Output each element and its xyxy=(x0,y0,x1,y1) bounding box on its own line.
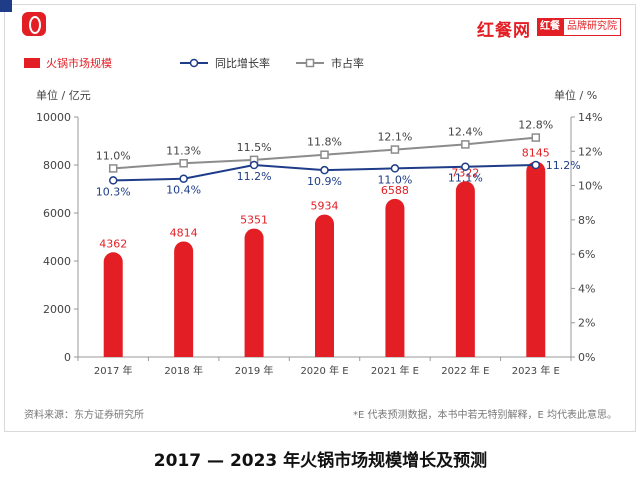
share-data-label: 11.5% xyxy=(237,141,272,154)
bar xyxy=(385,198,405,357)
legend-marker-share xyxy=(305,58,315,68)
forecast-note: *E 代表预测数据，本书中若无特别解释，E 均代表此意思。 xyxy=(353,410,617,421)
share-point xyxy=(531,133,541,142)
share-point xyxy=(179,159,188,168)
yoy-data-label: 11.2% xyxy=(237,170,272,183)
yoy-data-label: 10.4% xyxy=(166,184,201,197)
yoy-point xyxy=(531,160,541,170)
x-tick-label: 2021 年 E xyxy=(371,364,419,377)
legend-label-bar: 火锅市场规模 xyxy=(46,56,112,70)
bar xyxy=(103,252,123,357)
share-data-label: 11.3% xyxy=(166,144,201,157)
legend-marker-yoy xyxy=(189,58,199,68)
y-right-tick-label: 0% xyxy=(578,351,595,364)
y-right-tick-label: 4% xyxy=(578,282,595,295)
brand-badge-left: 红餐 xyxy=(537,18,563,36)
yoy-point xyxy=(108,176,118,185)
y-right-tick-label: 2% xyxy=(578,317,595,330)
legend-swatch-bar xyxy=(24,58,40,68)
share-point xyxy=(320,150,329,159)
brand-badge-right: 品牌研究院 xyxy=(563,18,621,36)
bar xyxy=(174,241,194,357)
share-point xyxy=(461,140,470,149)
y-left-tick-label: 4000 xyxy=(43,255,71,268)
bar-data-label: 6588 xyxy=(381,184,409,197)
bar-data-label: 5934 xyxy=(311,200,339,213)
figure-caption: 2017 — 2023 年火锅市场规模增长及预测 xyxy=(153,451,488,471)
share-point xyxy=(390,145,400,154)
yoy-data-label: 10.3% xyxy=(96,185,131,198)
legend-label-share: 市占率 xyxy=(331,56,364,70)
x-tick-label: 2023 年 E xyxy=(512,364,560,377)
bar-data-label: 8145 xyxy=(522,147,550,160)
x-tick-label: 2017 年 xyxy=(94,364,133,377)
y-right-tick-label: 14% xyxy=(578,111,602,124)
bar-data-label: 4814 xyxy=(170,226,198,239)
yoy-data-label: 11.1% xyxy=(448,172,483,185)
yoy-point xyxy=(249,160,259,170)
yoy-point xyxy=(179,174,188,183)
y-left-tick-label: 8000 xyxy=(43,159,71,172)
bar xyxy=(244,228,264,357)
share-data-label: 12.4% xyxy=(448,125,483,138)
share-data-label: 11.0% xyxy=(96,149,131,162)
bar xyxy=(455,181,475,357)
bar xyxy=(526,161,546,357)
y-right-tick-label: 12% xyxy=(578,145,602,158)
combo-chart: 0 2000 4000 6000 8000 10000 0% 2% 4% 6% 8% 10% 12% 14… xyxy=(24,56,602,377)
y-right-tick-label: 10% xyxy=(578,180,602,193)
yoy-data-label: 10.9% xyxy=(307,175,342,188)
yoy-data-label: 11.0% xyxy=(377,173,412,186)
yoy-point xyxy=(461,162,470,171)
yoy-point xyxy=(390,164,400,173)
brand-name: 红餐网 xyxy=(477,21,531,41)
brand-badge: 红餐 品牌研究院 xyxy=(537,18,621,36)
legend-label-yoy: 同比增长率 xyxy=(215,56,270,70)
y-left-tick-label: 2000 xyxy=(43,303,71,316)
corner-mark xyxy=(0,0,12,12)
bar-data-label: 7322 xyxy=(451,166,479,179)
share-data-label: 12.1% xyxy=(377,131,412,144)
y-right-tick-label: 6% xyxy=(578,248,595,261)
share-data-label: 12.8% xyxy=(518,119,553,132)
y-left-axis-label: 单位 / 亿元 xyxy=(36,88,91,102)
yoy-point xyxy=(320,165,329,175)
brand-logo-icon xyxy=(22,12,46,36)
x-tick-label: 2018 年 xyxy=(164,364,203,377)
share-point xyxy=(108,164,118,173)
y-left-tick-label: 6000 xyxy=(43,207,71,220)
source-note: 资料来源：东方证券研究所 xyxy=(24,410,144,421)
y-right-tick-label: 8% xyxy=(578,214,595,227)
y-left-tick-label: 10000 xyxy=(36,111,71,124)
y-right-axis-label: 单位 / % xyxy=(554,88,597,102)
bar-data-label: 5351 xyxy=(240,214,268,227)
x-tick-label: 2019 年 xyxy=(235,364,274,377)
x-tick-label: 2022 年 E xyxy=(441,364,489,377)
share-data-label: 11.8% xyxy=(307,136,342,149)
yoy-data-label: 11.2% xyxy=(546,159,581,172)
x-tick-label: 2020 年 E xyxy=(300,364,348,377)
bar-data-label: 4362 xyxy=(99,237,127,250)
y-left-tick-label: 0 xyxy=(64,351,71,364)
bar xyxy=(315,214,334,357)
